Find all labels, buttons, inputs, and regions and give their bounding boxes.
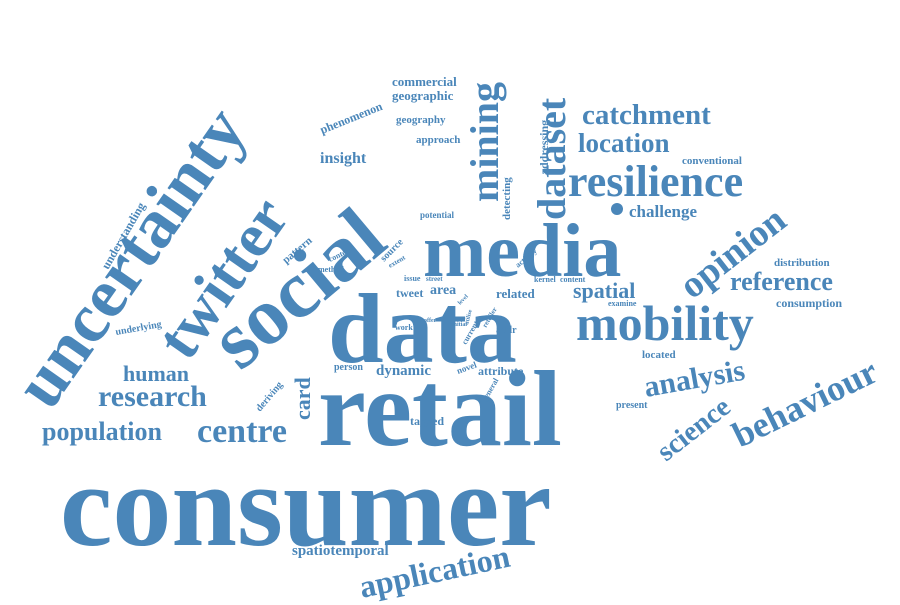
word-centre: centre [197, 413, 287, 450]
word-human: human [123, 361, 189, 386]
word-population: population [42, 417, 162, 446]
word-spatiotemporal: spatiotemporal [292, 543, 389, 559]
word-method: method [318, 265, 344, 274]
word-related: related [496, 286, 536, 301]
word-area: area [430, 283, 456, 298]
word-person: person [334, 362, 363, 373]
word-research: research [98, 380, 207, 413]
word-data: data [328, 273, 517, 384]
word-consumer: consumer [60, 440, 552, 571]
word-tweet: tweet [396, 286, 423, 300]
word-resilience: resilience [568, 157, 743, 206]
word-present: present [616, 400, 648, 411]
word-insight: insight [320, 150, 367, 167]
word-analysis: analysis [641, 354, 747, 404]
word-dataset: dataset [529, 97, 574, 220]
word-offer: offer [424, 318, 437, 324]
word-tagged: tagged [410, 414, 444, 428]
word-located: located [642, 349, 676, 361]
word-geographic: geographic [392, 88, 454, 103]
word-examine: examine [608, 299, 637, 308]
word-reference: reference [730, 267, 833, 296]
word-spatial: spatial [573, 278, 635, 303]
word-location: location [578, 128, 670, 158]
word-addr: addr [496, 325, 517, 336]
word-street: street [426, 275, 443, 283]
word-card: card [290, 377, 315, 420]
word-consumption: consumption [776, 296, 842, 310]
word-potential: potential [420, 210, 455, 220]
word-deriving: deriving [254, 380, 285, 414]
dot-marker [611, 203, 623, 215]
word-addressing: addressing [537, 120, 551, 175]
word-challenge: challenge [629, 202, 697, 221]
word-retail: retail [318, 350, 562, 469]
word-work: work [395, 323, 413, 332]
word-kernel: kernel [534, 275, 557, 284]
word-initial: initial [452, 322, 467, 328]
word-science: science [651, 391, 736, 467]
word-approach: approach [416, 134, 460, 146]
word-dynamic: dynamic [376, 363, 431, 379]
word-geography: geography [396, 114, 446, 126]
word-content: content [560, 275, 586, 284]
word-attribute: attribute [478, 364, 524, 378]
word-commercial: commercial [392, 74, 457, 89]
word-issue: issue [404, 274, 421, 283]
word-media: media [423, 209, 621, 293]
word-mining: mining [462, 82, 507, 202]
word-phenomenon: phenomenon [318, 99, 385, 137]
word-distribution: distribution [774, 257, 830, 269]
word-detecting: detecting [501, 177, 513, 220]
word-catchment: catchment [582, 99, 711, 131]
word-behaviour: behaviour [726, 351, 884, 455]
word-mobility: mobility [576, 295, 754, 351]
word-conventional: conventional [682, 155, 742, 167]
word-utilise: utilise [464, 309, 474, 326]
